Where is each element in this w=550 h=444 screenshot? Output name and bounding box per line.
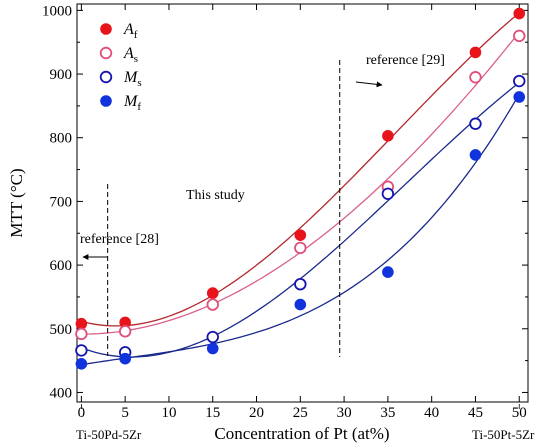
x-tick-label: 10: [161, 405, 176, 421]
legend-marker-Af: [100, 23, 112, 35]
reference-markers: [82, 60, 383, 357]
legend: Af As Ms Mf: [99, 21, 142, 113]
legend-marker-As: [99, 46, 113, 60]
x-tick-label: 20: [249, 405, 264, 421]
point-Af: [206, 287, 219, 299]
point-Ms: [206, 330, 219, 344]
point-As: [469, 71, 482, 84]
point-As: [294, 241, 307, 255]
reference-29-arrow: [355, 81, 383, 88]
x-tick-label: 35: [380, 405, 395, 421]
left-composition-label: Ti-50Pd-5Zr: [76, 427, 142, 442]
reference-29-label: reference [29]: [366, 53, 445, 68]
y-tick-label: 700: [50, 194, 73, 210]
point-As: [513, 29, 526, 43]
point-As: [75, 327, 88, 341]
y-tick-label: 600: [50, 258, 73, 274]
y-tick-label: 500: [50, 322, 73, 338]
point-As: [118, 325, 132, 338]
x-tick-label: 0: [78, 405, 86, 421]
this-study-label: This study: [186, 188, 245, 203]
fit-curve-Af: [81, 12, 520, 327]
point-As: [206, 298, 219, 311]
axes: 0 5 10 15 20 25 30 35 40 45 50 400 500 600 700 800 900 10…: [42, 3, 528, 421]
point-Mf: [206, 342, 219, 355]
reference-28-label: reference [28]: [80, 232, 159, 247]
x-tick-label: 30: [337, 405, 352, 421]
fit-curves: [81, 12, 520, 366]
legend-label-Af: Af: [123, 21, 138, 41]
point-Ms: [294, 277, 307, 291]
y-tick-label: 400: [50, 385, 73, 401]
point-Af: [294, 229, 307, 241]
x-tick-label: 50: [512, 405, 527, 421]
point-Ms: [513, 74, 526, 88]
legend-label-Ms: Ms: [123, 69, 142, 89]
right-composition-label: Ti-50Pt-5Zr: [472, 427, 535, 442]
x-axis-label: Concentration of Pt (at%): [214, 424, 389, 443]
legend-marker-Ms: [99, 70, 113, 84]
data-points: [75, 7, 526, 370]
point-Mf: [382, 266, 394, 278]
plot-frame: [76, 3, 529, 403]
point-Ms: [381, 187, 395, 200]
point-Mf: [469, 149, 482, 161]
x-tick-label: 25: [293, 405, 308, 421]
y-tick-label: 800: [50, 131, 73, 147]
point-Af: [469, 46, 482, 59]
y-axis-label: MTT (°C): [7, 168, 26, 237]
point-Mf: [75, 357, 88, 370]
x-tick-label: 15: [205, 405, 220, 421]
point-Af: [382, 130, 394, 142]
point-Af: [75, 317, 88, 330]
point-Ms: [469, 117, 482, 130]
x-tick-label: 40: [424, 405, 439, 421]
legend-label-Mf: Mf: [123, 93, 141, 113]
fit-curve-Mf: [81, 93, 520, 366]
y-tick-label: 900: [50, 67, 73, 83]
x-tick-label: 45: [468, 405, 483, 421]
point-Mf: [294, 298, 307, 311]
legend-label-As: As: [123, 45, 138, 65]
point-Ms: [75, 344, 88, 357]
point-Mf: [513, 91, 526, 103]
legend-marker-Mf: [100, 95, 112, 107]
x-tick-label: 5: [121, 405, 129, 421]
point-Af: [513, 7, 526, 20]
point-Mf: [119, 352, 131, 365]
y-tick-label: 1000: [42, 3, 72, 19]
